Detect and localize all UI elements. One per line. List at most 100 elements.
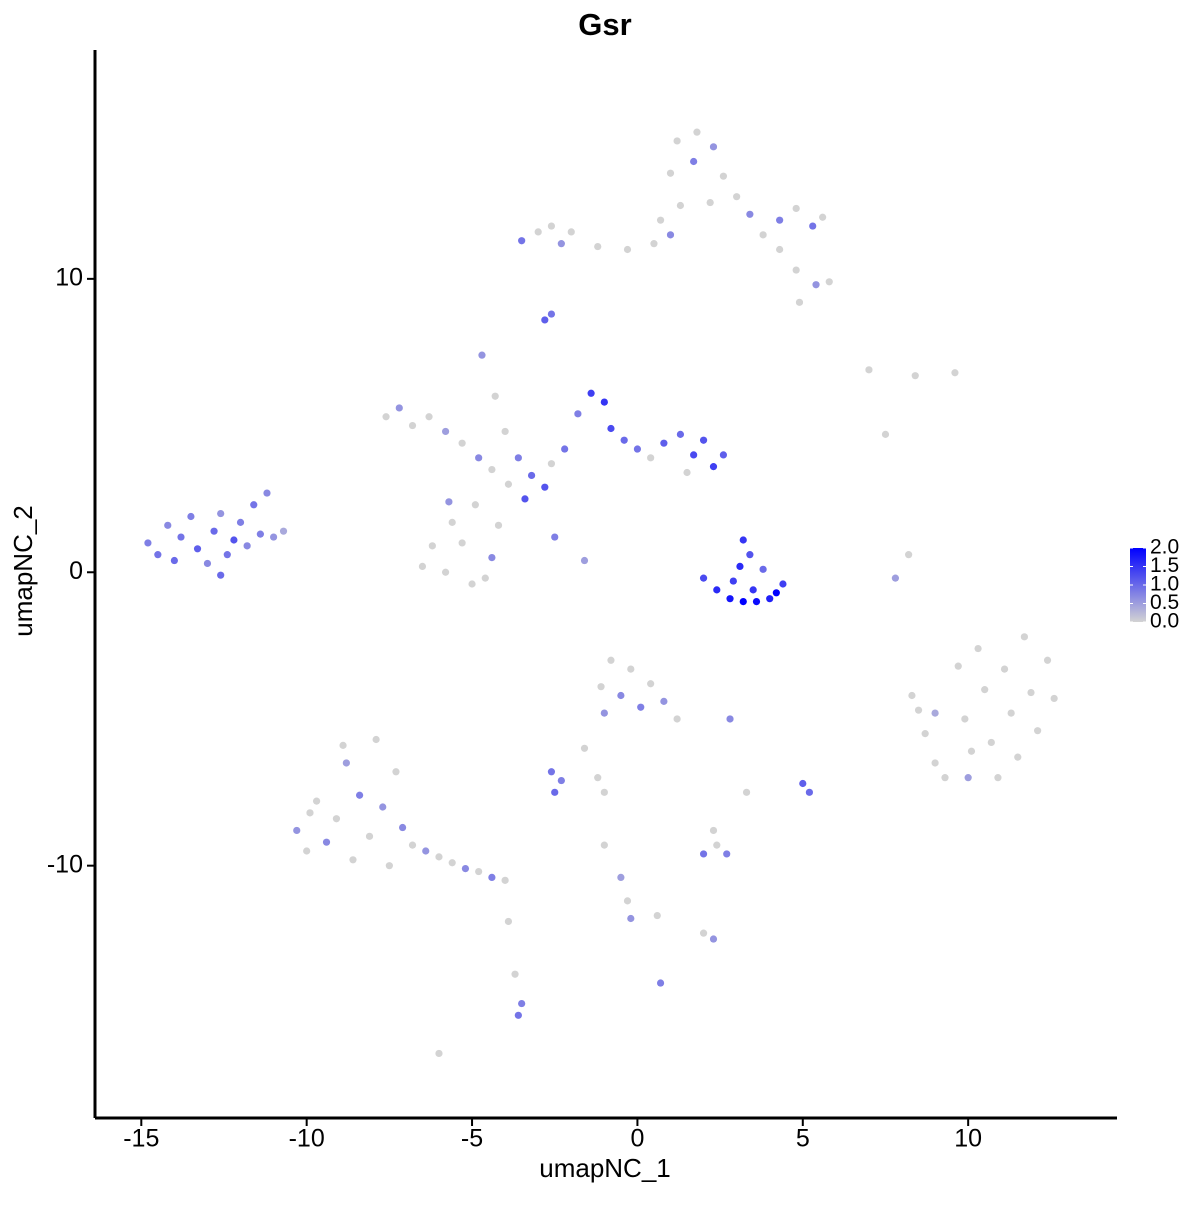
cell-point	[666, 169, 675, 177]
cell-point	[987, 738, 995, 747]
cell-point	[491, 392, 499, 400]
cell-point	[250, 501, 258, 509]
cell-point	[994, 774, 1002, 782]
cell-point	[600, 398, 608, 406]
cell-point	[964, 774, 972, 782]
cell-point	[594, 774, 602, 782]
x-tick-label: 10	[954, 1125, 982, 1153]
cell-point	[891, 574, 900, 582]
cell-point	[445, 498, 453, 506]
cell-point	[332, 815, 341, 823]
cell-point	[1014, 753, 1022, 761]
cell-point	[799, 779, 807, 788]
cell-point	[911, 372, 919, 380]
cell-point	[435, 853, 443, 861]
cell-point	[425, 413, 433, 421]
cell-point	[699, 850, 708, 858]
cell-point	[355, 791, 364, 799]
cell-point	[653, 911, 661, 920]
cell-point	[656, 216, 665, 224]
colorbar	[1130, 548, 1146, 622]
cell-point	[501, 876, 509, 884]
cell-point	[504, 480, 513, 488]
cell-point	[931, 709, 939, 717]
cell-point	[236, 518, 245, 526]
cell-point	[551, 533, 559, 541]
cell-point	[650, 240, 658, 248]
cell-point	[1050, 694, 1058, 703]
cell-point	[541, 483, 549, 491]
cell-point	[521, 495, 529, 503]
cell-point	[726, 595, 734, 603]
cell-point	[647, 454, 655, 462]
cell-point	[623, 897, 632, 905]
cell-point	[723, 850, 731, 858]
cell-point	[1020, 633, 1028, 641]
cell-point	[865, 366, 873, 374]
cell-point	[709, 143, 718, 151]
cell-point	[676, 430, 685, 438]
cell-point	[385, 862, 393, 870]
cell-point	[713, 586, 721, 594]
y-tick-label: -10	[47, 850, 83, 878]
cell-point	[494, 521, 503, 529]
cell-point	[193, 545, 202, 553]
cell-point	[954, 662, 962, 670]
cell-point	[567, 228, 575, 236]
cell-point	[561, 445, 569, 453]
cell-point	[673, 137, 681, 145]
cell-point	[203, 559, 212, 568]
cell-point	[342, 759, 350, 767]
cell-point	[379, 803, 387, 811]
cell-point	[729, 577, 737, 585]
cell-point	[551, 788, 559, 796]
cell-point	[458, 439, 466, 447]
cell-point	[974, 644, 982, 653]
cell-point	[475, 867, 483, 876]
cell-point	[306, 809, 314, 817]
cell-point	[812, 281, 820, 289]
cell-point	[905, 551, 913, 559]
cell-point	[931, 759, 939, 767]
cell-point	[633, 445, 642, 453]
cell-point	[557, 776, 565, 785]
cell-point	[951, 369, 959, 377]
cell-point	[263, 489, 271, 497]
cell-point	[1027, 688, 1035, 697]
cell-point	[690, 157, 698, 166]
cell-point	[746, 210, 754, 218]
cell-point	[448, 859, 456, 867]
cell-point	[961, 715, 969, 723]
cell-point	[617, 691, 625, 700]
cell-point	[1007, 709, 1015, 717]
cell-point	[805, 788, 814, 796]
cell-point	[514, 454, 522, 462]
cell-point	[223, 551, 231, 559]
cell-point	[322, 838, 331, 846]
cell-point	[699, 929, 708, 937]
cell-point	[683, 468, 691, 477]
cell-point	[637, 703, 645, 711]
cell-point	[766, 595, 774, 603]
cell-point	[217, 509, 225, 518]
cell-point	[1034, 727, 1042, 735]
cell-point	[594, 242, 602, 251]
cell-point	[709, 935, 718, 943]
cell-point	[441, 568, 450, 576]
cell-point	[217, 571, 225, 579]
cell-point	[772, 589, 780, 597]
cell-point	[468, 580, 476, 588]
cell-point	[547, 460, 556, 468]
cell-point	[759, 565, 767, 573]
cell-point	[488, 873, 496, 882]
cell-point	[699, 436, 708, 444]
cell-point	[914, 706, 923, 714]
cell-point	[587, 389, 595, 397]
cell-point	[617, 873, 625, 882]
y-axis-title: umapNC_2	[8, 505, 38, 637]
cell-point	[428, 542, 436, 550]
cell-point	[580, 744, 589, 752]
cell-point	[881, 430, 890, 438]
cell-point	[574, 410, 582, 418]
